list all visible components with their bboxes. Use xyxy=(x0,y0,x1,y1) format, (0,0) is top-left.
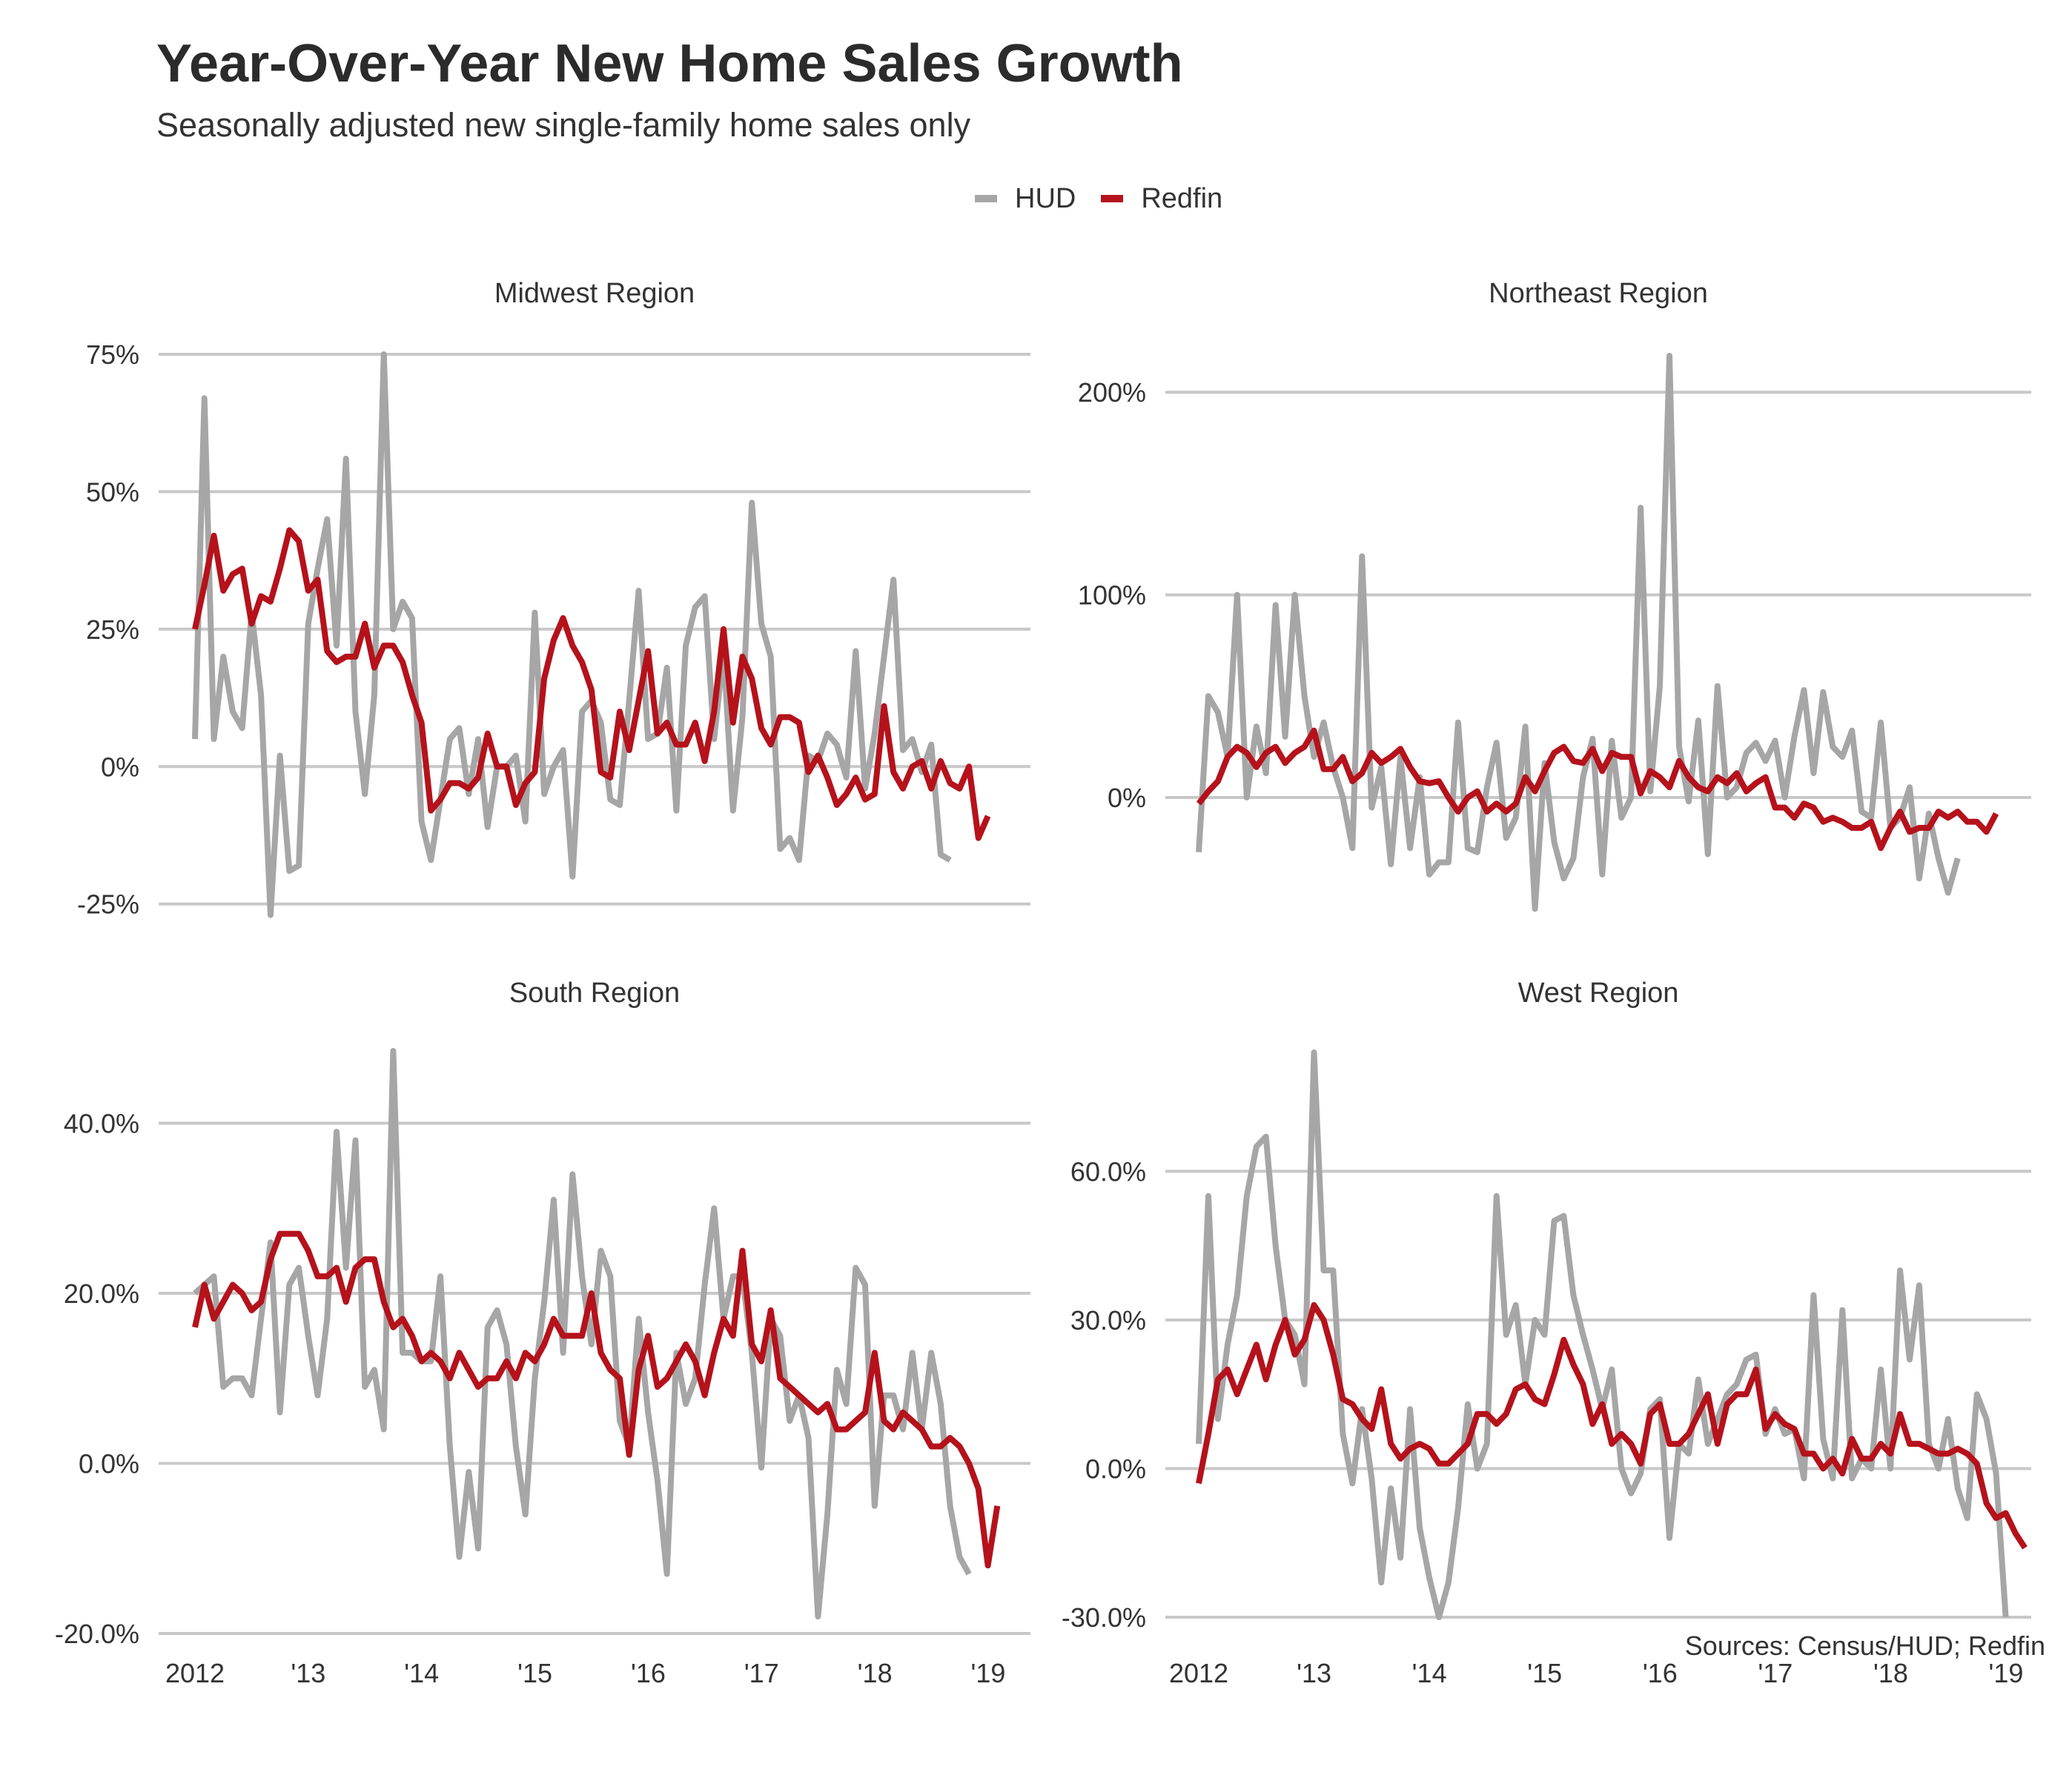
source-note: Sources: Census/HUD; Redfin xyxy=(1684,1631,2045,1661)
legend: HUD Redfin xyxy=(975,178,1248,219)
y-tick-label: 20.0% xyxy=(64,1278,139,1309)
y-tick-label: 50% xyxy=(86,477,139,507)
legend-item-redfin: Redfin xyxy=(1101,183,1222,215)
y-tick-label: 30.0% xyxy=(1070,1305,1146,1336)
x-tick-label: '18 xyxy=(858,1658,893,1688)
y-tick-label: 75% xyxy=(86,339,139,370)
chart-title: Year-Over-Year New Home Sales Growth xyxy=(156,34,1183,93)
x-tick-label: '13 xyxy=(291,1658,325,1688)
x-tick-label: '14 xyxy=(1412,1658,1447,1688)
legend-key-redfin xyxy=(1101,195,1124,202)
panel-title: Northeast Region xyxy=(1489,278,1708,309)
y-tick-label: 200% xyxy=(1078,377,1146,408)
y-tick-label: 100% xyxy=(1078,580,1146,611)
series-line-hud xyxy=(192,351,952,918)
y-tick-label: -20.0% xyxy=(55,1619,139,1649)
series-line-redfin xyxy=(192,1230,1001,1569)
legend-label-redfin: Redfin xyxy=(1141,182,1223,214)
y-tick-label: 60.0% xyxy=(1070,1156,1146,1187)
x-tick-label: '19 xyxy=(1989,1658,2024,1688)
panel-title: West Region xyxy=(1518,978,1679,1009)
panel-title: South Region xyxy=(509,978,680,1009)
series-line-redfin xyxy=(192,527,991,841)
series-line-hud xyxy=(1196,1049,2009,1620)
y-tick-label: 40.0% xyxy=(64,1109,139,1139)
panel-midwest-region: Midwest Region -25% 0% 25% 50% 75% xyxy=(77,278,1030,920)
x-tick-label: '16 xyxy=(1643,1658,1678,1688)
x-tick-label: '14 xyxy=(404,1658,439,1688)
x-tick-label: '13 xyxy=(1297,1658,1331,1688)
x-tick-label: 2012 xyxy=(1169,1658,1228,1688)
x-tick-label: '15 xyxy=(1527,1658,1562,1688)
chart-subtitle: Seasonally adjusted new single-family ho… xyxy=(156,106,971,144)
y-tick-label: 0% xyxy=(1108,783,1146,813)
y-tick-label: 0.0% xyxy=(79,1449,139,1479)
series-line-hud xyxy=(193,1048,972,1620)
y-tick-label: -25% xyxy=(77,889,139,920)
x-tick-label: 2012 xyxy=(165,1658,225,1688)
y-tick-label: -30.0% xyxy=(1062,1602,1146,1633)
panel-title: Midwest Region xyxy=(494,278,695,309)
legend-item-hud: HUD xyxy=(975,183,1076,215)
x-tick-label: '19 xyxy=(971,1658,1006,1688)
series-line-redfin xyxy=(1196,1301,2028,1550)
x-tick-label: '18 xyxy=(1873,1658,1908,1688)
panel-northeast-region: Northeast Region 0% 100% 200% xyxy=(1078,278,2031,912)
panel-west-region: West Region -30.0% 0.0% 30.0% 60.0% 2012 '13 '1… xyxy=(1062,978,2031,1688)
x-tick-label: '17 xyxy=(1758,1658,1793,1688)
x-tick-label: '16 xyxy=(631,1658,666,1688)
x-tick-label: '15 xyxy=(517,1658,552,1688)
x-tick-label: '17 xyxy=(744,1658,779,1688)
series-line-redfin xyxy=(1196,727,1999,852)
y-tick-label: 25% xyxy=(86,614,139,645)
y-tick-label: 0.0% xyxy=(1085,1453,1146,1484)
legend-label-hud: HUD xyxy=(1015,182,1076,214)
series-line-hud xyxy=(1196,353,1961,912)
legend-key-hud xyxy=(975,195,997,202)
panel-south-region: South Region -20.0% 0.0% 20.0% 40.0% 2012 '13 '… xyxy=(55,978,1030,1688)
y-tick-label: 0% xyxy=(101,752,139,782)
